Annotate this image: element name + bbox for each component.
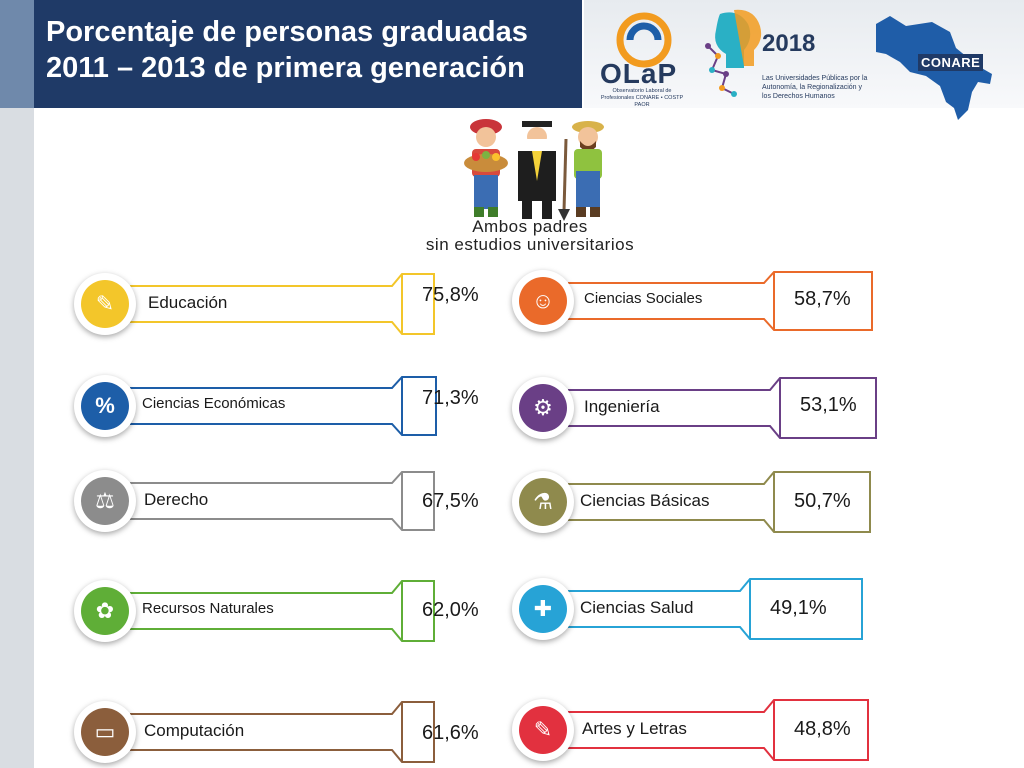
area-label: Ingeniería bbox=[584, 397, 660, 416]
area-label: Ciencias Básicas bbox=[580, 491, 710, 510]
year-label: 2018 bbox=[762, 30, 816, 57]
health-icon: ✚ bbox=[533, 596, 553, 621]
area-label: Recursos Naturales bbox=[142, 600, 274, 617]
parents-caption-line-2: sin estudios universitarios bbox=[425, 235, 635, 254]
area-label: Derecho bbox=[144, 490, 209, 509]
area-label: Educación bbox=[148, 293, 228, 312]
area-frame bbox=[130, 376, 437, 436]
area-frame bbox=[568, 578, 863, 640]
costa-rica-map-icon bbox=[876, 16, 992, 120]
parents-caption-line-1: Ambos padres bbox=[472, 217, 588, 236]
area-icon-badge: ✿ bbox=[74, 580, 136, 642]
area-label: Ciencias Sociales bbox=[584, 290, 703, 307]
area-icon-badge: ✎ bbox=[512, 699, 574, 761]
conare-logo: CONARE bbox=[918, 54, 984, 71]
area-frame bbox=[568, 377, 877, 439]
area-label: Artes y Letras bbox=[582, 719, 687, 738]
education-icon: ✎ bbox=[95, 291, 115, 316]
area-frame bbox=[568, 471, 871, 533]
anniversary-tagline: Las Universidades Públicas por la Autono… bbox=[762, 75, 868, 100]
engineering-icon: ⚙ bbox=[533, 395, 553, 420]
area-frame bbox=[130, 273, 435, 335]
area-icon-badge: ⚙ bbox=[512, 377, 574, 439]
left-accent-bar bbox=[0, 0, 34, 768]
area-icon-badge: ⚖ bbox=[74, 470, 136, 532]
computer-icon: ▭ bbox=[94, 719, 116, 744]
title-banner bbox=[34, 0, 582, 108]
law-icon: ⚖ bbox=[95, 488, 115, 513]
parents-caption: Ambos padres sin estudios universitarios bbox=[380, 218, 680, 254]
area-icon-badge: ✚ bbox=[512, 578, 574, 640]
science-icon: ⚗ bbox=[533, 489, 553, 514]
area-frame bbox=[568, 271, 873, 331]
area-frame bbox=[568, 699, 869, 761]
area-icon-badge: ☺ bbox=[512, 270, 574, 332]
page-title: Porcentaje de personas graduadas 2011 – … bbox=[46, 14, 572, 86]
area-percentage: 71,3% bbox=[422, 387, 479, 409]
area-percentage: 62,0% bbox=[422, 599, 479, 621]
area-frame bbox=[130, 701, 435, 763]
area-percentage: 53,1% bbox=[800, 394, 857, 416]
area-icon-badge: % bbox=[74, 375, 136, 437]
area-frame bbox=[130, 471, 435, 531]
economics-icon: % bbox=[95, 393, 115, 418]
heads-logo-icon bbox=[705, 9, 762, 97]
olap-subtitle: Observatorio Laboral de Profesionales CO… bbox=[600, 88, 684, 108]
area-percentage: 67,5% bbox=[422, 490, 479, 512]
area-label: Computación bbox=[144, 721, 245, 740]
area-label: Ciencias Económicas bbox=[142, 395, 286, 412]
title-line-1: Porcentaje de personas graduadas bbox=[46, 16, 528, 48]
area-percentage: 75,8% bbox=[422, 284, 479, 306]
area-icon-badge: ⚗ bbox=[512, 471, 574, 533]
area-percentage: 58,7% bbox=[794, 288, 851, 310]
area-frame bbox=[130, 580, 435, 642]
area-icon-badge: ✎ bbox=[74, 273, 136, 335]
area-percentage: 61,6% bbox=[422, 722, 479, 744]
area-icon-badge: ▭ bbox=[74, 701, 136, 763]
arts-icon: ✎ bbox=[533, 717, 553, 742]
olap-wordmark: OLaP bbox=[600, 58, 678, 89]
social-icon: ☺ bbox=[531, 288, 555, 313]
nature-icon: ✿ bbox=[95, 598, 115, 623]
area-percentage: 48,8% bbox=[794, 718, 851, 740]
area-label: Ciencias Salud bbox=[580, 598, 694, 617]
graduates-illustration-icon bbox=[464, 119, 604, 221]
area-percentage: 49,1% bbox=[770, 597, 827, 619]
olap-logo-icon bbox=[616, 12, 672, 68]
area-percentage: 50,7% bbox=[794, 490, 851, 512]
left-accent-top bbox=[0, 0, 34, 108]
title-line-2: 2011 – 2013 de primera generación bbox=[46, 52, 525, 84]
